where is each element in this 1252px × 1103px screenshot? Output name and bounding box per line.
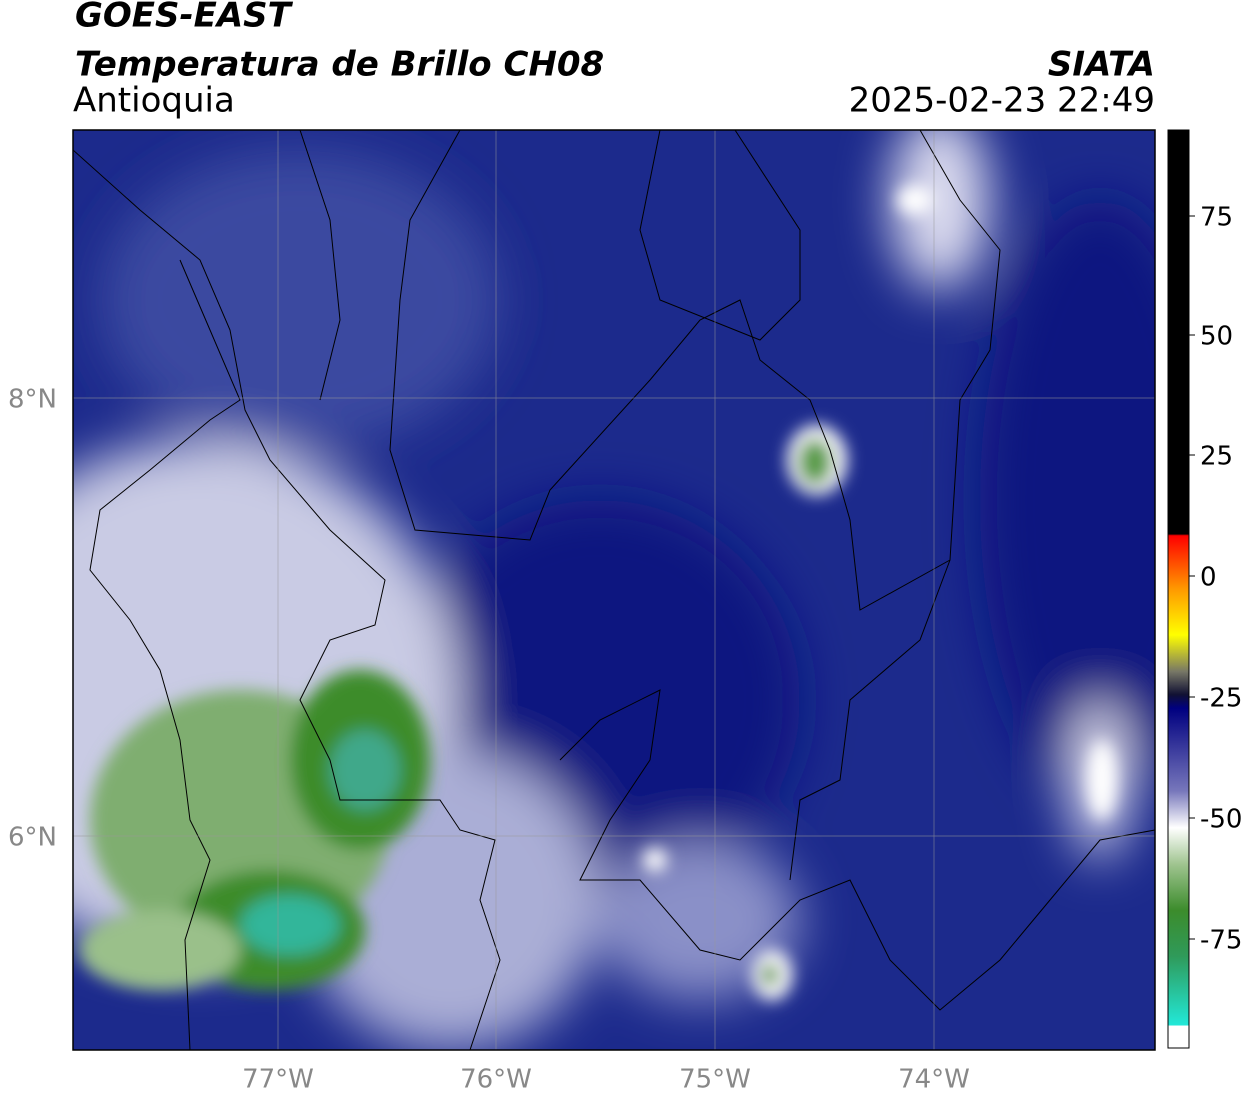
colorbar-label: -50 xyxy=(1200,805,1242,835)
colorbar-label: 50 xyxy=(1200,322,1233,352)
colorbar-label: 25 xyxy=(1200,442,1233,472)
lon-label: 77°W xyxy=(242,1065,314,1095)
region: Antioquia xyxy=(73,81,235,121)
title: GOES-EAST xyxy=(75,0,294,36)
colorbar-label: -25 xyxy=(1200,684,1242,714)
lon-label: 74°W xyxy=(898,1065,970,1095)
colorbar xyxy=(1167,129,1190,1049)
colorbar-ticks xyxy=(1189,215,1195,940)
map-imagery xyxy=(73,130,1155,1050)
map-frame xyxy=(72,129,1156,1051)
agency: SIATA xyxy=(1048,45,1155,85)
colorbar-label: -75 xyxy=(1200,926,1242,956)
datetime: 2025-02-23 22:49 xyxy=(849,81,1155,121)
lat-label: 6°N xyxy=(8,823,57,853)
subtitle: Temperatura de Brillo CH08 xyxy=(75,45,604,85)
colorbar-label: 0 xyxy=(1200,563,1217,593)
graticule xyxy=(73,130,1155,1050)
lon-label: 76°W xyxy=(460,1065,532,1095)
colorbar-label: 75 xyxy=(1200,203,1233,233)
lon-label: 75°W xyxy=(679,1065,751,1095)
lat-label: 8°N xyxy=(8,385,57,415)
